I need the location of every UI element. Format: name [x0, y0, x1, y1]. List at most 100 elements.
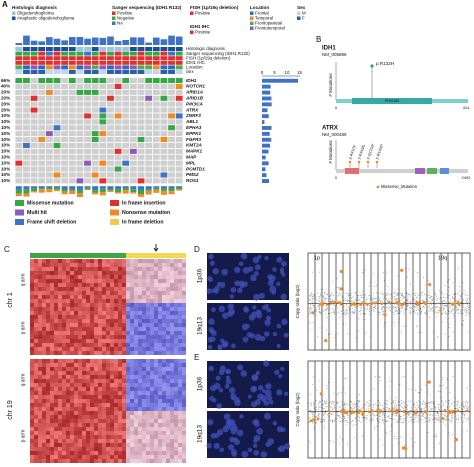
- heatmap-cell: [74, 331, 78, 335]
- heatmap-cell: [114, 439, 118, 443]
- bin-point: [366, 417, 368, 419]
- heatmap-cell: [146, 399, 150, 403]
- heatmap-cell: [170, 415, 174, 419]
- heatmap-cell: [98, 339, 102, 343]
- oncoprint-cell: [114, 107, 122, 113]
- bin-point: [464, 417, 466, 419]
- heatmap-cell: [86, 279, 90, 283]
- bin-point: [396, 421, 398, 423]
- heatmap-cell: [54, 311, 58, 315]
- heatmap-cell: [174, 259, 178, 263]
- alteration-label: Missense mutation: [27, 200, 74, 206]
- gene-bar: [262, 78, 298, 83]
- alteration-label: Nonsense mutation: [122, 210, 170, 216]
- heatmap-cell: [58, 435, 62, 439]
- nucleus: [278, 374, 283, 379]
- bin-point: [374, 306, 376, 308]
- heatmap-cell: [162, 303, 166, 307]
- bin-point: [401, 306, 403, 308]
- heatmap-cell: [34, 431, 38, 435]
- bin-point: [352, 408, 354, 410]
- track-cell: [84, 60, 91, 65]
- heatmap-cell: [58, 447, 62, 451]
- heatmap-cell: [78, 363, 82, 367]
- heatmap-cell: [34, 339, 38, 343]
- heatmap-cell: [106, 295, 110, 299]
- sample-burden-bar: [68, 36, 76, 45]
- heatmap-cell: [134, 427, 138, 431]
- heatmap-cell: [174, 275, 178, 279]
- heatmap-cell: [118, 411, 122, 415]
- bin-point: [326, 405, 328, 407]
- bin-point: [333, 406, 335, 408]
- heatmap-cell: [42, 339, 46, 343]
- heatmap-cell: [58, 391, 62, 395]
- track-cell: [61, 70, 69, 74]
- oncoprint-cell: [76, 125, 84, 131]
- bin-point: [415, 407, 417, 409]
- bin-point: [442, 379, 444, 381]
- oncoprint-cell: [152, 178, 160, 184]
- bin-point: [407, 305, 409, 307]
- heatmap-cell: [138, 419, 142, 423]
- bin-point: [315, 423, 317, 425]
- bin-point: [397, 293, 399, 295]
- nucleus: [229, 436, 235, 443]
- heatmap-cell: [102, 307, 106, 311]
- heatmap-cell: [46, 367, 50, 371]
- bin-point: [418, 417, 420, 419]
- heatmap-cell: [70, 363, 74, 367]
- gene-name: PIK3CA: [186, 101, 203, 106]
- heatmap-cell: [58, 331, 62, 335]
- bin-point: [378, 421, 380, 423]
- arm-label: q arm: [20, 374, 26, 387]
- heatmap-cell: [90, 379, 94, 383]
- bin-point: [460, 297, 462, 299]
- heatmap-cell: [182, 459, 186, 463]
- bin-point: [338, 406, 340, 408]
- outlier-point: [339, 287, 343, 291]
- bin-point: [436, 316, 438, 318]
- bin-point: [399, 420, 401, 422]
- bin-point: [337, 402, 339, 404]
- heatmap-cell: [166, 339, 170, 343]
- heatmap-cell: [166, 395, 170, 399]
- heatmap-cell: [78, 311, 82, 315]
- heatmap-cell: [138, 299, 142, 303]
- heatmap-cell: [106, 383, 110, 387]
- heatmap-cell: [134, 431, 138, 435]
- heatmap-cell: [62, 395, 66, 399]
- bin-point: [417, 421, 419, 423]
- heatmap-cell: [114, 275, 118, 279]
- heatmap-cell: [86, 451, 90, 455]
- bin-point: [345, 312, 347, 314]
- heatmap-cell: [94, 327, 98, 331]
- bin-point: [329, 333, 331, 335]
- segment-point: [451, 410, 455, 414]
- oncoprint-cell: [38, 172, 46, 178]
- alteration-swatch: [15, 200, 24, 206]
- bin-point: [317, 306, 319, 308]
- heatmap-cell: [106, 323, 110, 327]
- bin-point: [455, 305, 457, 307]
- heatmap-cell: [106, 439, 110, 443]
- bin-point: [361, 307, 363, 309]
- nucleus: [229, 426, 234, 431]
- heatmap-cell: [110, 275, 114, 279]
- oncoprint-cell: [114, 166, 122, 172]
- heatmap-cell: [82, 407, 86, 411]
- bin-point: [326, 308, 328, 310]
- oncoprint-cell: [23, 78, 30, 84]
- legend-item: Anaplastic oligodendroglioma: [17, 16, 75, 21]
- heatmap-cell: [142, 351, 146, 355]
- oncoprint-cell: [107, 178, 114, 184]
- heatmap-cell: [134, 451, 138, 455]
- heatmap-cell: [142, 339, 146, 343]
- nucleus: [234, 266, 241, 274]
- heatmap-cell: [70, 315, 74, 319]
- track-cell: [38, 70, 46, 74]
- heatmap-cell: [54, 443, 58, 447]
- heatmap-cell: [62, 375, 66, 379]
- oncoprint-cell: [160, 148, 168, 154]
- heatmap-cell: [166, 275, 170, 279]
